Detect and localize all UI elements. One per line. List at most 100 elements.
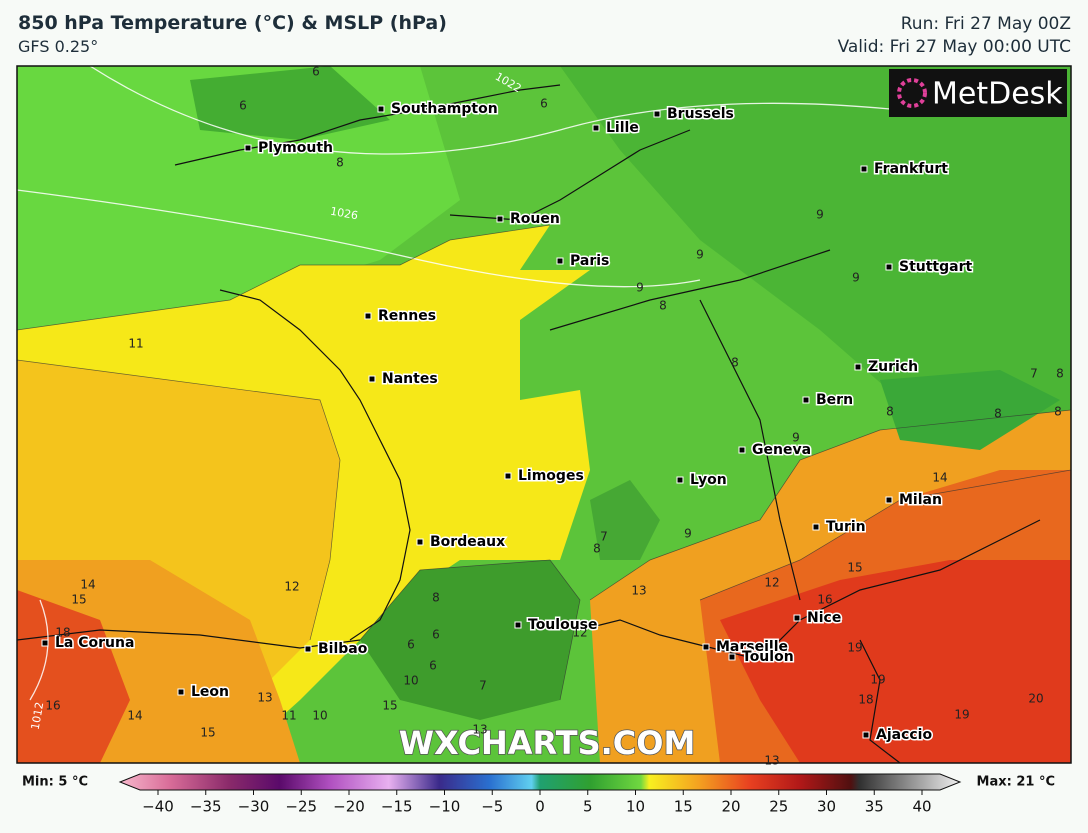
city-marker [556,257,564,265]
city-label: Lille [606,120,639,136]
colorbar-tick-label: −30 [238,798,270,816]
city-marker [377,105,385,113]
map-frame [16,65,1072,764]
city-label: Bordeaux [430,534,505,550]
city-marker [738,446,746,454]
isotherm-label: 14 [127,709,142,723]
city-label: Geneva [752,442,811,458]
isotherm-label: 9 [636,281,644,295]
colorbar-tick-label: 20 [721,798,740,816]
isotherm-label: 10 [312,709,327,723]
isotherm-label: 13 [631,584,646,598]
isobars [17,66,901,701]
colorbar-tick-label: 30 [817,798,836,816]
run-time: Run: Fri 27 May 00Z [900,14,1071,34]
isotherm-label: 11 [281,709,296,723]
city-label: Brussels [667,106,734,122]
title: 850 hPa Temperature (°C) & MSLP (hPa) [18,12,447,34]
isotherm-label: 19 [870,673,885,687]
colorbar-tick-label: 0 [535,798,545,816]
isotherm-label: 7 [1030,367,1038,381]
colorbar-tick-label: 5 [583,798,593,816]
colorbar-tick-label: 10 [626,798,645,816]
city-label: Marseille [716,639,788,655]
isotherm-label: 12 [572,626,587,640]
city-label: Zurich [868,359,918,375]
city-marker [364,312,372,320]
colorbar-tick-label: 15 [674,798,693,816]
isotherm-label: 7 [479,679,487,693]
isotherm-label: 8 [432,591,440,605]
colorbar-tick-label: −5 [481,798,503,816]
city-label: Paris [570,253,609,269]
isotherm-label: 12 [764,576,779,590]
isotherm-label: 19 [847,641,862,655]
isotherm-label: 14 [80,578,95,592]
colorbar-tick-label: −25 [285,798,317,816]
isotherm-label: 11 [128,337,143,351]
isotherm-label: 8 [1054,405,1062,419]
isotherm-label: 6 [312,65,320,79]
isotherm-label: 8 [593,542,601,556]
logo-text: MetDesk [932,77,1063,112]
city-marker [728,653,736,661]
isotherm-label: 15 [200,726,215,740]
isotherm-label: 16 [45,699,60,713]
city-marker [416,538,424,546]
isotherm-label: 8 [336,156,344,170]
isotherm-label: 13 [472,723,487,737]
isotherm-label: 14 [932,471,947,485]
city-label: Frankfurt [874,161,948,177]
max-label: Max: 21 °C [977,775,1055,790]
isotherm-label: 8 [731,356,739,370]
isotherm-label: 10 [403,674,418,688]
colorbar-tick-label: −40 [142,798,174,816]
isotherm-label: 15 [847,561,862,575]
isotherm-label: 8 [994,407,1002,421]
isotherm-label: 20 [1028,692,1043,706]
city-label: Nantes [382,371,438,387]
isotherm-label: 16 [817,593,832,607]
subtitle: GFS 0.25° [18,37,99,56]
city-marker [812,523,820,531]
isotherm-label: 18 [55,626,70,640]
isotherm-label: 6 [239,99,247,113]
isotherm-label: 6 [407,638,415,652]
city-label: Limoges [518,468,584,484]
logo: MetDesk [889,69,1067,117]
city-label: Toulon [742,649,794,665]
isotherm-label: 12 [284,580,299,594]
min-label: Min: 5 °C [22,775,88,790]
colorbar-tick-label: 35 [865,798,884,816]
map-field [17,66,1071,763]
isotherm-label: 19 [954,708,969,722]
city-marker [854,363,862,371]
isotherm-label: 9 [684,527,692,541]
colorbar-tick-label: −35 [190,798,222,816]
isotherm-label: 8 [659,299,667,313]
city-marker [244,144,252,152]
isotherm-label: 6 [429,659,437,673]
city-marker [802,396,810,404]
city-marker [676,476,684,484]
city-label: Stuttgart [899,259,973,275]
isotherm-label: 9 [696,248,704,262]
city-label: Southampton [391,101,498,117]
city-label: Lyon [690,472,727,488]
colorbar-tick-label: 40 [912,798,931,816]
watermark: WXCHARTS.COM [399,724,696,762]
city-marker [304,645,312,653]
city-marker [653,110,661,118]
city-label: Rennes [378,308,436,324]
city-marker [177,688,185,696]
isotherm-label: 15 [382,699,397,713]
city-label: Leon [191,684,229,700]
city-marker [514,621,522,629]
city-marker [862,731,870,739]
isobar-label: 1026 [329,205,359,223]
colorbar-tick-label: −10 [429,798,461,816]
city-label: La Coruna [55,635,134,651]
isotherm-label: 9 [852,271,860,285]
